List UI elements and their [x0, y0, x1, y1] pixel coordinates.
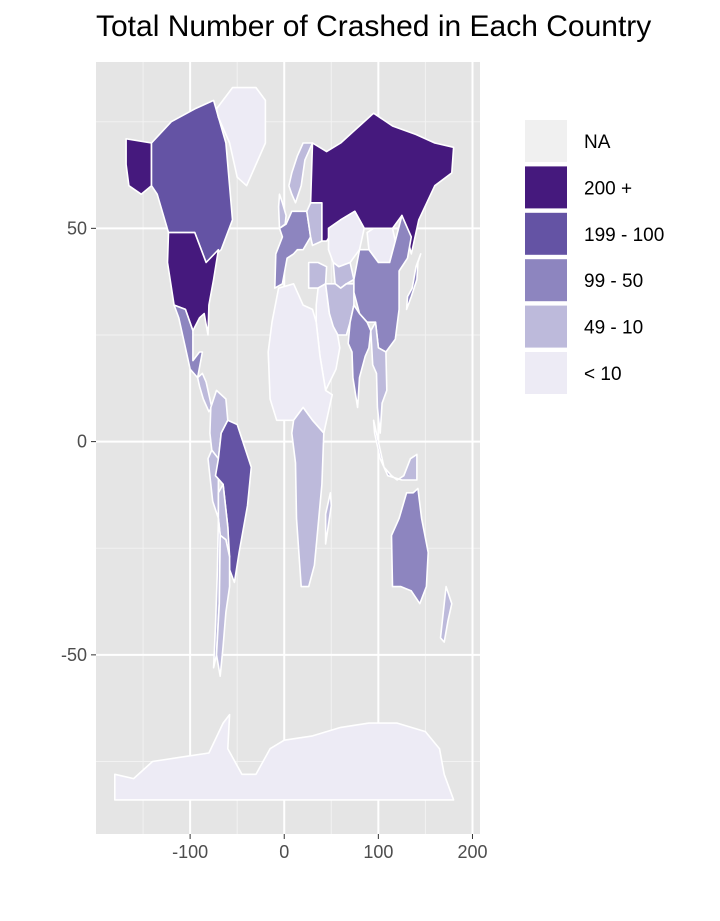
x-tick-label: 100: [363, 842, 393, 862]
country-australia: [390, 487, 430, 605]
legend-label: 199 - 100: [584, 225, 664, 246]
axes: -100 0 100 200 50 0 -50: [61, 218, 488, 862]
country-mexico: [173, 304, 204, 379]
country-greenland: [215, 86, 267, 187]
country-southeast-asia: [369, 321, 388, 434]
country-madagascar: [324, 491, 333, 545]
country-argentina: [215, 534, 231, 678]
legend-key: [523, 118, 569, 164]
country-canada: [150, 99, 234, 264]
country-scandinavia: [288, 142, 314, 204]
y-tick-label: -50: [61, 645, 87, 665]
y-tick-label: 0: [77, 432, 87, 452]
legend-label: 49 - 10: [584, 318, 643, 339]
country-new-zealand: [439, 585, 453, 643]
x-tick-label: 0: [279, 842, 289, 862]
country-kazakhstan: [327, 210, 366, 268]
legend-key: [523, 257, 569, 304]
country-india: [347, 304, 372, 409]
legend: NA 200 + 199 - 100 99 - 50 49 - 10 < 10: [523, 118, 664, 396]
country-alaska: [125, 138, 153, 195]
y-tick-label: 50: [67, 218, 87, 238]
legend-label: 200 +: [584, 178, 632, 199]
country-africa-south: [290, 406, 325, 588]
x-tick-label: 200: [457, 842, 487, 862]
country-uk: [277, 193, 287, 230]
chart-title: Total Number of Crashed in Each Country: [96, 10, 652, 43]
legend-label: NA: [584, 132, 611, 153]
legend-key: [523, 164, 569, 211]
country-shapes: [114, 86, 455, 801]
country-africa-north: [267, 282, 334, 434]
country-indonesia: [372, 419, 418, 481]
country-antarctica: [114, 713, 455, 801]
legend-label: 99 - 50: [584, 271, 643, 292]
legend-key: [523, 303, 569, 350]
legend-label: < 10: [584, 364, 622, 385]
legend-key: [523, 210, 569, 257]
legend-key: [523, 350, 569, 396]
country-japan: [405, 253, 422, 311]
x-tick-label: -100: [172, 842, 208, 862]
